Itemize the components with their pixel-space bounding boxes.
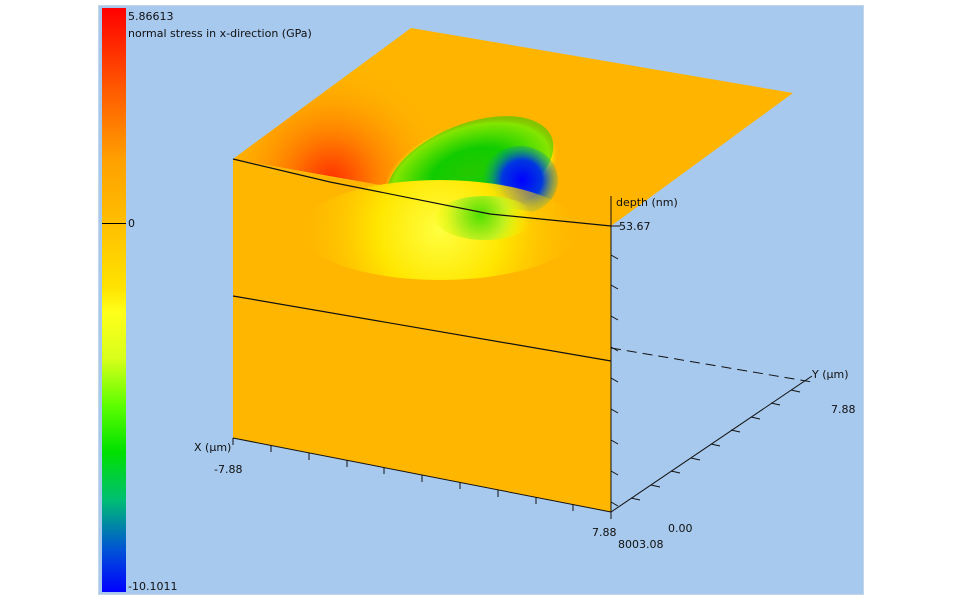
x-axis-label: X (µm) bbox=[194, 441, 232, 454]
colorbar-min-label: -10.1011 bbox=[128, 580, 178, 593]
x-axis-min: -7.88 bbox=[214, 463, 243, 476]
depth-axis-value: 53.67 bbox=[619, 220, 651, 233]
front-yield-zone bbox=[300, 180, 580, 280]
colorbar-max-label: 5.86613 bbox=[128, 10, 174, 23]
y-axis-min: 0.00 bbox=[668, 522, 693, 535]
depth-axis-ticks bbox=[610, 225, 620, 507]
colorbar-title: normal stress in x-direction (GPa) bbox=[128, 27, 312, 40]
depth-axis-label: depth (nm) bbox=[616, 196, 678, 209]
surface-profile-line bbox=[232, 158, 612, 227]
layer-boundary-line bbox=[232, 295, 612, 362]
y-axis-ticks bbox=[630, 389, 801, 501]
x-axis-max: 7.88 bbox=[592, 526, 617, 539]
y-axis-label: Y (µm) bbox=[812, 368, 849, 381]
y-axis-max: 7.88 bbox=[831, 403, 856, 416]
front-green-zone bbox=[435, 196, 535, 240]
x-axis-ticks bbox=[232, 438, 612, 519]
colorbar-zero-tick bbox=[102, 223, 126, 224]
hidden-edge bbox=[610, 347, 813, 383]
colorbar-zero-label: 0 bbox=[128, 217, 135, 230]
depth-bottom-value: 8003.08 bbox=[618, 538, 664, 551]
color-scale-bar bbox=[102, 8, 126, 592]
